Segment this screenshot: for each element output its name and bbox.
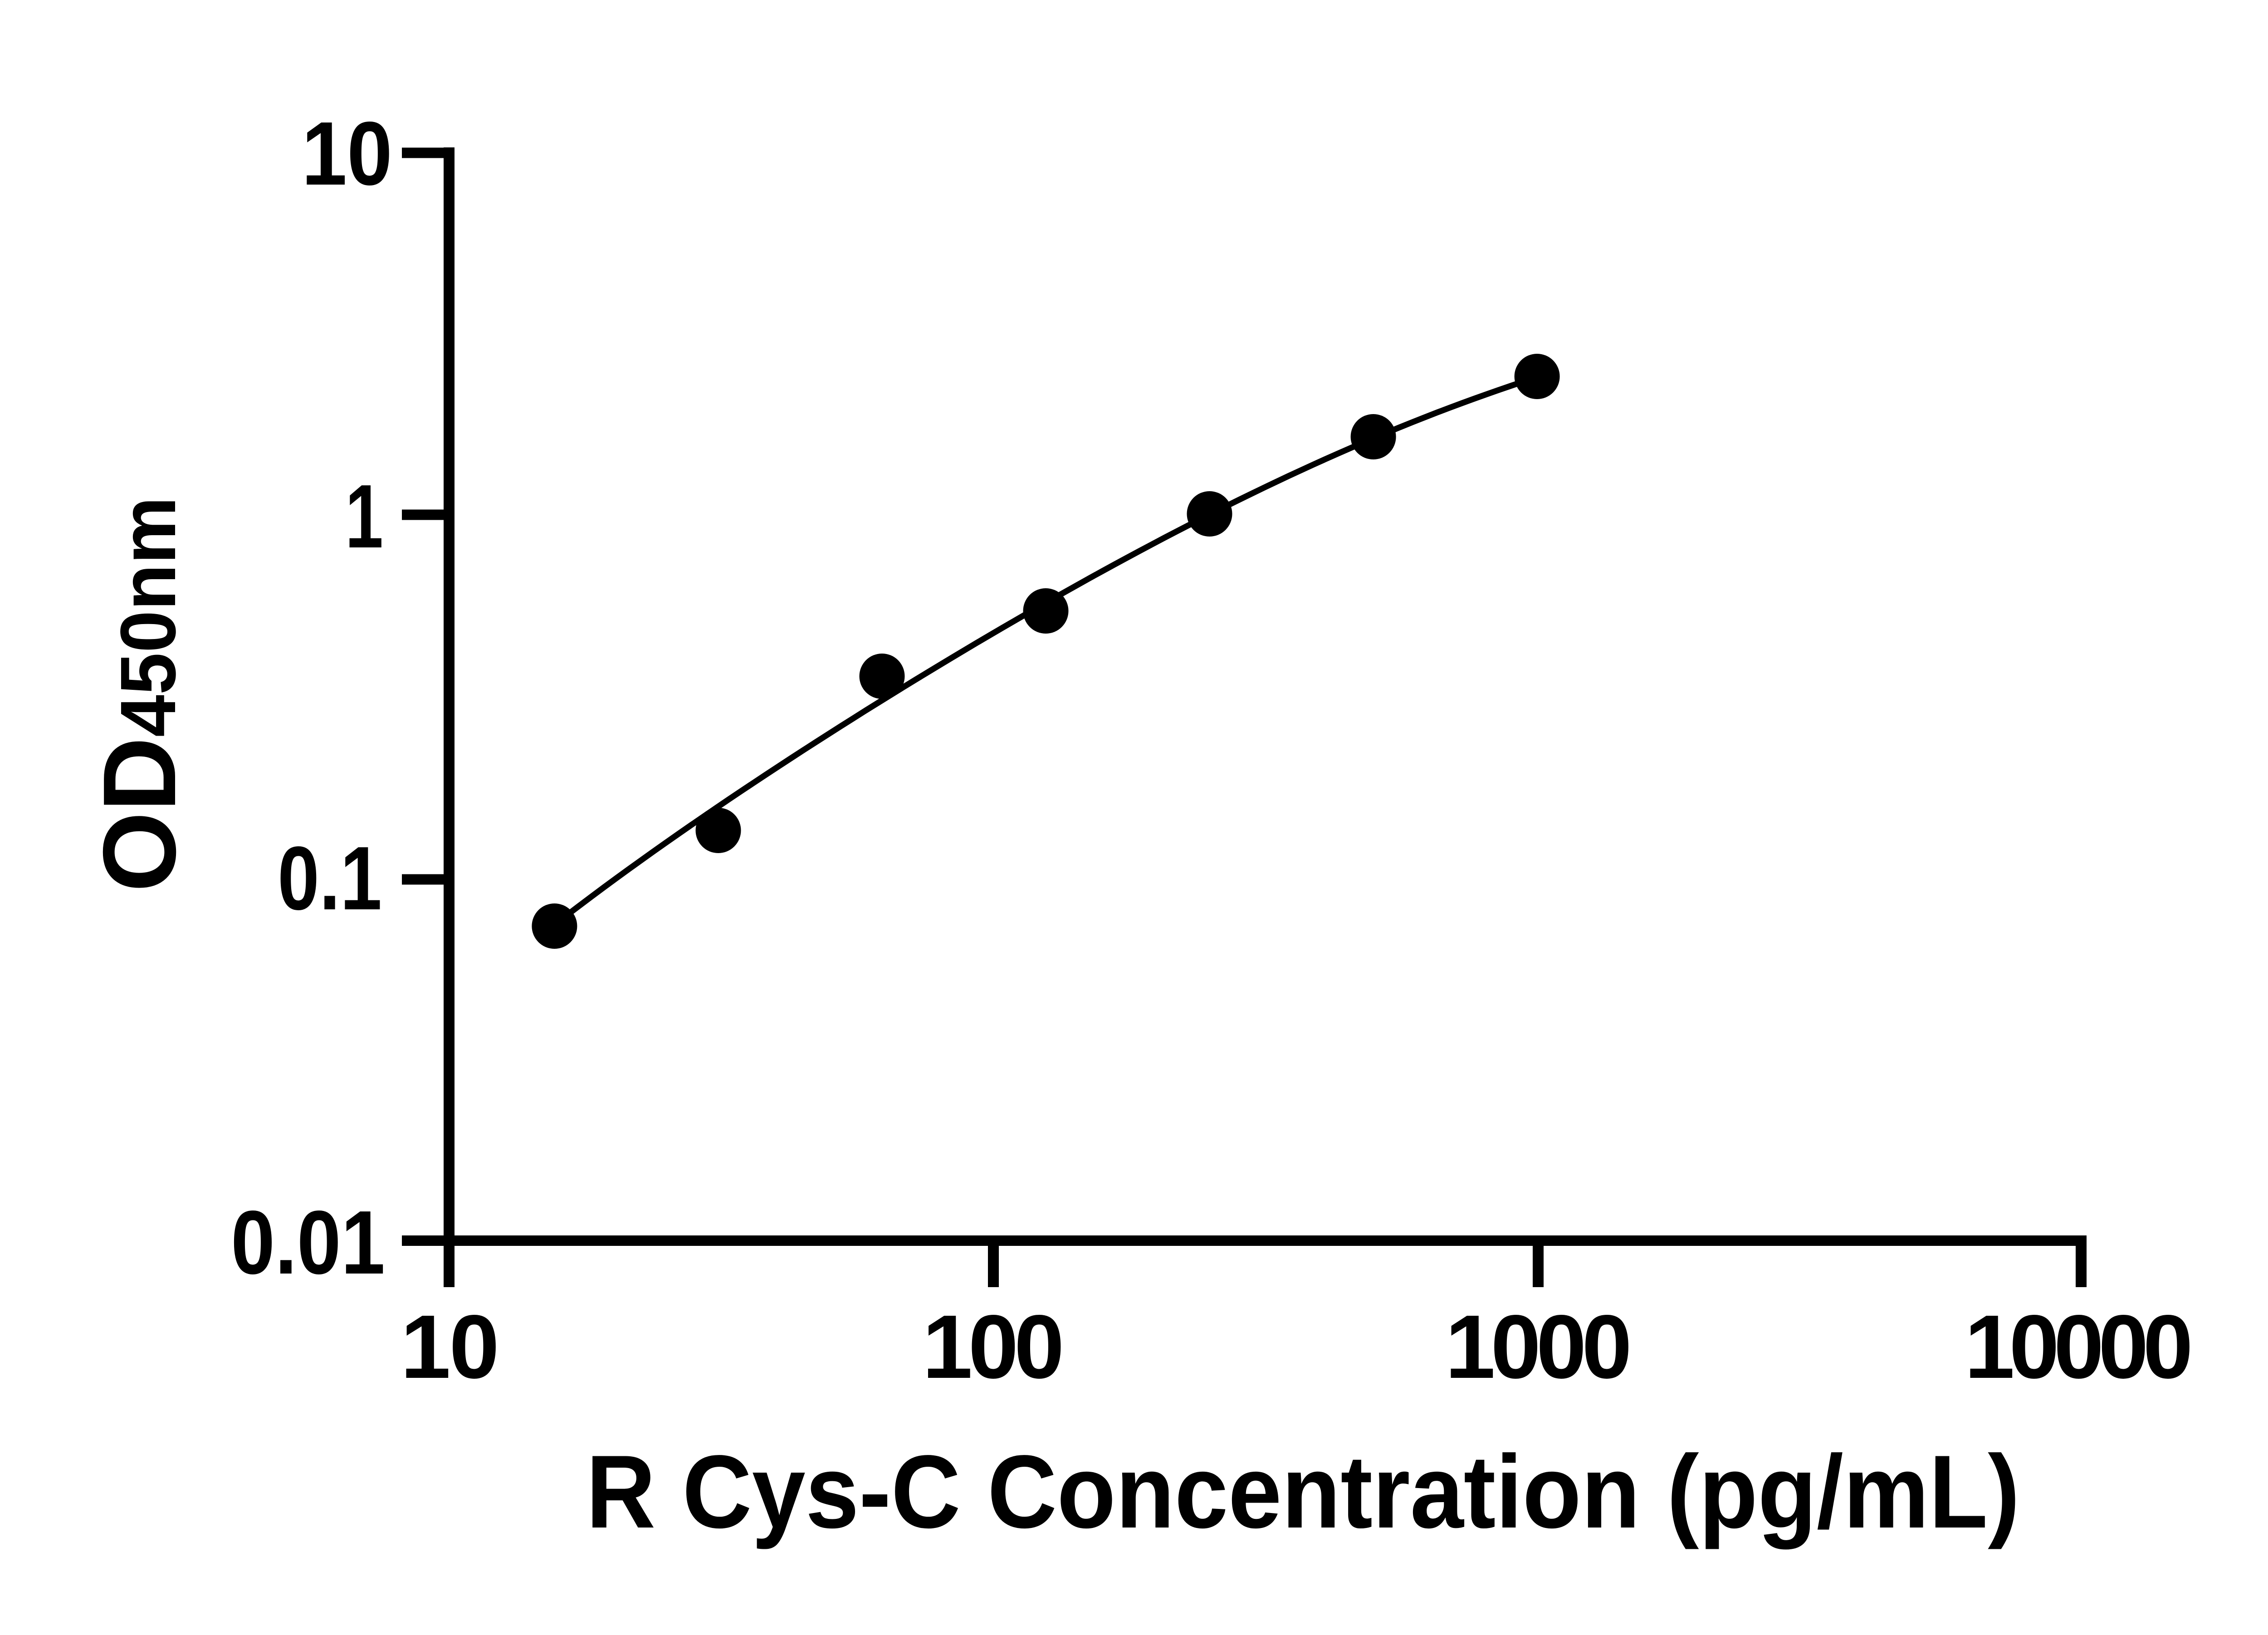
svg-text:100: 100 [923,1297,1065,1397]
svg-text:10: 10 [302,103,392,204]
svg-text:10: 10 [401,1297,499,1397]
svg-text:1000: 1000 [1445,1297,1632,1397]
svg-text:OD450nm: OD450nm [82,497,197,892]
svg-text:R Cys-C Concentration (pg/mL): R Cys-C Concentration (pg/mL) [586,1434,2020,1550]
svg-text:0.1: 0.1 [278,828,382,929]
svg-text:1: 1 [345,466,383,567]
svg-text:0.01: 0.01 [231,1192,385,1293]
svg-text:10000: 10000 [1965,1297,2193,1397]
